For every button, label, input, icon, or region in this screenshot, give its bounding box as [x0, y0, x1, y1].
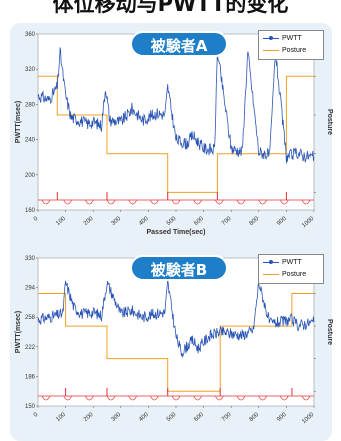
y-tick-label: 240	[25, 138, 36, 144]
series-pwtt-line	[37, 47, 315, 164]
marker-arc	[258, 199, 267, 205]
marker-arc	[301, 199, 311, 205]
marker-arc	[85, 395, 94, 401]
page-title: 体位移动与PWTT的变化	[52, 0, 289, 16]
y-tick-label: 186	[25, 374, 36, 380]
marker-arc	[171, 395, 181, 401]
y-axis-label: PWTT(msec)	[15, 311, 22, 353]
marker-arc	[41, 199, 51, 205]
legend-posture-label: Posture	[282, 47, 307, 54]
x-tick-label: 200	[83, 412, 95, 423]
y-tick-label: 280	[25, 102, 36, 108]
marker-arc	[150, 395, 159, 401]
marker-arc	[128, 395, 137, 401]
x-tick-label: 200	[83, 216, 95, 227]
y-tick-label: 330	[25, 256, 36, 262]
x-tick-label: 800	[249, 412, 261, 423]
y-tick-label: 258	[25, 315, 36, 321]
marker-arc	[41, 395, 51, 401]
legend-a: PWTT Posture	[258, 30, 324, 60]
marker-arc	[150, 199, 159, 205]
x-tick-label: 900	[276, 216, 288, 227]
x-tick-label: 300	[111, 412, 123, 423]
x-tick-label: 400	[138, 216, 150, 227]
marker-arc	[236, 199, 246, 205]
x-tick-label: 500	[166, 216, 178, 227]
x-tick-label: 0	[33, 216, 40, 223]
series-pwtt-line	[37, 280, 315, 359]
y2-axis-label: Posture	[326, 319, 333, 345]
series-posture-line	[38, 293, 314, 392]
x-tick-label: 1000	[301, 412, 316, 426]
x-tick-label: 600	[193, 216, 205, 227]
marker-arc	[63, 395, 72, 401]
y-tick-label: 294	[25, 286, 36, 292]
marker-arc	[215, 395, 224, 401]
subject-b-pill: 被験者B	[130, 255, 228, 281]
x-tick-label: 500	[166, 412, 178, 423]
x-tick-label: 700	[221, 216, 233, 227]
marker-arc	[128, 199, 137, 205]
legend-pwtt-swatch	[263, 35, 279, 40]
y-axis-label: PWTT(msec)	[15, 101, 22, 143]
plot-area	[37, 33, 315, 211]
y-tick-label: 360	[25, 32, 36, 38]
series-posture-line	[38, 75, 314, 193]
marker-arc	[106, 199, 116, 205]
marker-arc	[106, 395, 116, 401]
marker-arc	[193, 395, 202, 401]
x-tick-label: 100	[55, 412, 67, 423]
x-tick-label: 100	[55, 216, 67, 227]
y-tick-label: 320	[25, 67, 36, 73]
marker-arc	[85, 199, 94, 205]
x-axis-label: Passed Time(sec)	[146, 229, 205, 236]
legend-posture-swatch	[263, 49, 279, 51]
legend-pwtt-label: PWTT	[282, 35, 302, 42]
x-tick-label: 700	[221, 412, 233, 423]
legend-posture-label: Posture	[282, 271, 307, 278]
marker-arc	[171, 199, 181, 205]
legend-pwtt-label: PWTT	[282, 259, 302, 266]
y-tick-label: 200	[25, 173, 36, 179]
legend-posture-swatch	[263, 273, 279, 275]
y-tick-label: 160	[25, 208, 36, 214]
marker-arc	[215, 199, 224, 205]
y2-axis-label: Posture	[326, 109, 333, 135]
x-tick-label: 300	[111, 216, 123, 227]
marker-arc	[258, 395, 267, 401]
x-tick-label: 900	[276, 412, 288, 423]
marker-arc	[280, 395, 289, 401]
legend-pwtt-swatch	[263, 259, 279, 264]
y-tick-label: 150	[25, 404, 36, 410]
marker-arc	[301, 395, 311, 401]
subject-a-pill: 被験者A	[130, 31, 228, 57]
x-tick-label: 400	[138, 412, 150, 423]
x-tick-label: 0	[33, 412, 40, 419]
marker-arc	[63, 199, 72, 205]
y-tick-label: 222	[25, 345, 36, 351]
marker-arc	[193, 199, 202, 205]
marker-arc	[280, 199, 289, 205]
marker-arc	[236, 395, 246, 401]
x-tick-label: 600	[193, 412, 205, 423]
x-tick-label: 800	[249, 216, 261, 227]
legend-b: PWTT Posture	[258, 254, 324, 284]
